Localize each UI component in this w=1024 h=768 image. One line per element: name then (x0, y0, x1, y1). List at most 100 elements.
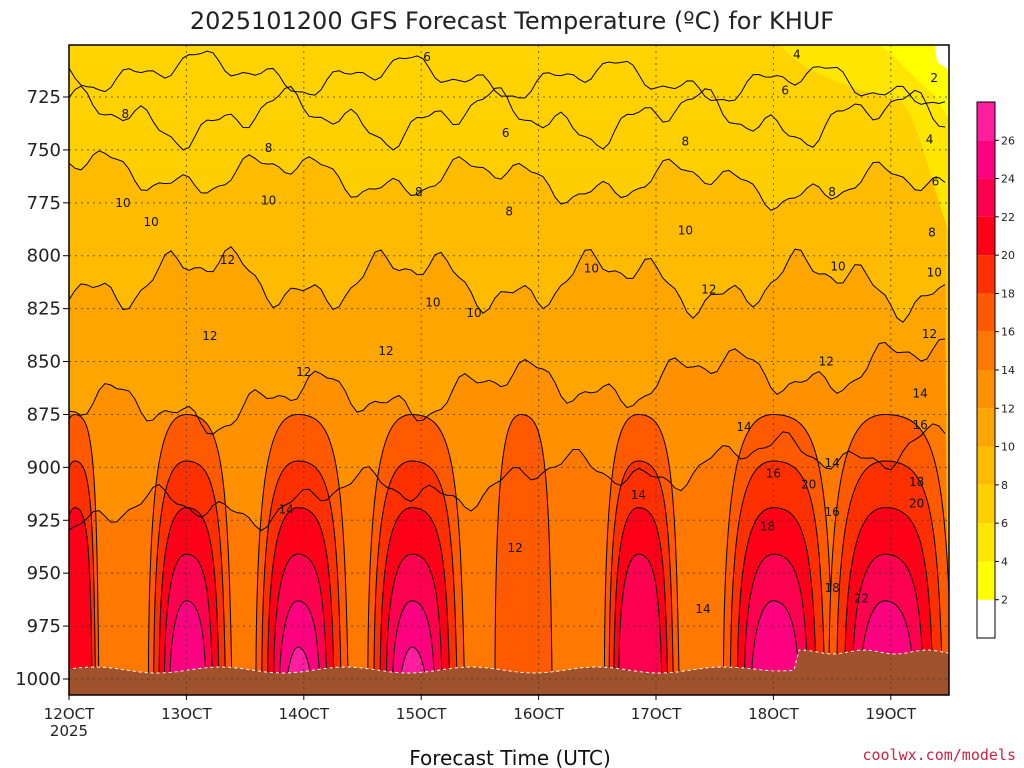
warm-pocket-ring (69, 507, 93, 691)
colorbar-tick-label: 20 (1001, 249, 1015, 262)
warm-pocket-ring (169, 600, 207, 691)
x-tick-label: 14OCT (279, 705, 330, 723)
contour-label: 16 (913, 418, 928, 432)
isotherm-line (69, 246, 946, 323)
colorbar-swatch (977, 370, 995, 409)
contour-labels: 2 4 4 6 6 6 6 8 8 8 8 8 8 8 10 10 10 10 10 10 10 10 10 12 12 12 12… (115, 48, 942, 616)
colorbar-swatch (977, 140, 995, 179)
colorbar-swatch (977, 255, 995, 294)
x-axis-year: 2025 (50, 722, 88, 740)
colorbar-tick-label: 18 (1001, 287, 1015, 300)
y-tick-label: 850 (27, 352, 61, 373)
contour-label: 14 (631, 488, 646, 502)
colorbar-tick-label: 22 (1001, 211, 1015, 224)
contour-label: 20 (801, 477, 816, 491)
contour-label: 12 (220, 253, 235, 267)
x-tick-label: 12OCT (44, 705, 95, 723)
contour-label: 14 (695, 602, 710, 616)
contour-label: 12 (701, 283, 716, 297)
contour-label: 8 (122, 107, 130, 121)
contour-label: 20 (909, 496, 924, 510)
contour-label: 10 (466, 306, 481, 320)
contour-label: 22 (854, 592, 869, 606)
colorbar-swatch (977, 446, 995, 485)
warm-pockets (69, 413, 949, 691)
plot-area (69, 45, 949, 695)
y-tick-label: 800 (27, 246, 61, 267)
colorbar-tick-label: 4 (1001, 555, 1008, 568)
plot-frame (68, 44, 950, 696)
y-tick-label: 725 (27, 87, 61, 108)
x-axis-label: Forecast Time (UTC) (409, 746, 611, 768)
x-tick-label: 18OCT (748, 705, 799, 723)
warm-pocket-ring (618, 553, 663, 691)
y-tick-label: 875 (27, 404, 61, 425)
contour-label: 12 (202, 329, 217, 343)
contour-label: 6 (781, 84, 789, 98)
contour-label: 14 (824, 456, 839, 470)
band-2-4 (880, 45, 949, 120)
x-tick-label: 19OCT (866, 705, 917, 723)
terrain-ground (69, 649, 949, 695)
contour-label: 18 (909, 475, 924, 489)
x-axis-ticks: 12OCT 13OCT 14OCT 15OCT 16OCT 17OCT 18OCT 19OCT (44, 695, 917, 723)
colorbar-swatch (977, 523, 995, 562)
contour-label: 10 (678, 223, 693, 237)
colorbar-swatch (977, 178, 995, 217)
y-tick-label: 975 (27, 616, 61, 637)
contour-label: 18 (760, 520, 775, 534)
isotherm-line (69, 338, 946, 435)
x-tick-label: 13OCT (161, 705, 212, 723)
credit-link[interactable]: coolwx.com/models (862, 746, 1016, 764)
colorbar-swatch (977, 599, 995, 638)
colorbar-tick-label: 12 (1001, 402, 1015, 415)
contour-label: 10 (927, 266, 942, 280)
contour-label: 16 (824, 505, 839, 519)
contour-label: 8 (828, 185, 836, 199)
colorbar-tick-label: 14 (1001, 364, 1015, 377)
colorbar-tick-label: 26 (1001, 134, 1015, 147)
warm-pocket-ring (494, 413, 553, 691)
isotherm-lines (69, 50, 946, 532)
grid-lines (69, 45, 949, 695)
contour-label: 10 (261, 194, 276, 208)
colorbar-swatch (977, 216, 995, 256)
colorbar-tick-label: 2 (1001, 594, 1008, 607)
isotherm-line (69, 150, 946, 211)
colorbar-tick-label: 16 (1001, 326, 1015, 339)
contour-label: 12 (507, 541, 522, 555)
contour-label: 8 (682, 134, 690, 148)
colorbar-swatch (977, 561, 995, 600)
contour-label: 8 (265, 141, 273, 155)
y-tick-label: 1000 (15, 669, 61, 690)
colorbar-tick-label: 24 (1001, 173, 1015, 186)
x-tick-label: 15OCT (396, 705, 447, 723)
colorbar-swatch (977, 408, 995, 447)
x-tick-label: 16OCT (513, 705, 564, 723)
contour-label: 14 (279, 503, 294, 517)
contour-label: 12 (296, 365, 311, 379)
contour-label: 16 (766, 467, 781, 481)
colorbar-tick-label: 6 (1001, 517, 1008, 530)
contour-label: 12 (922, 327, 937, 341)
colorbar-swatch (977, 331, 995, 370)
contour-label: 12 (819, 355, 834, 369)
isotherm-line (69, 50, 946, 105)
colorbar-tick-label: 10 (1001, 441, 1015, 454)
contour-label: 8 (928, 225, 936, 239)
contour-label: 14 (736, 420, 751, 434)
contour-label: 14 (913, 386, 928, 400)
contour-label: 10 (425, 295, 440, 309)
contour-label: 10 (584, 261, 599, 275)
colorbar-swatch (977, 293, 995, 332)
y-tick-label: 825 (27, 299, 61, 320)
band-below-2 (905, 45, 949, 70)
colorbar-tick-label: 8 (1001, 479, 1008, 492)
y-tick-label: 925 (27, 510, 61, 531)
contour-label: 10 (115, 196, 130, 210)
isotherm-line (69, 423, 946, 532)
chart-title: 2025101200 GFS Forecast Temperature (ºC)… (190, 7, 834, 35)
y-tick-label: 950 (27, 563, 61, 584)
